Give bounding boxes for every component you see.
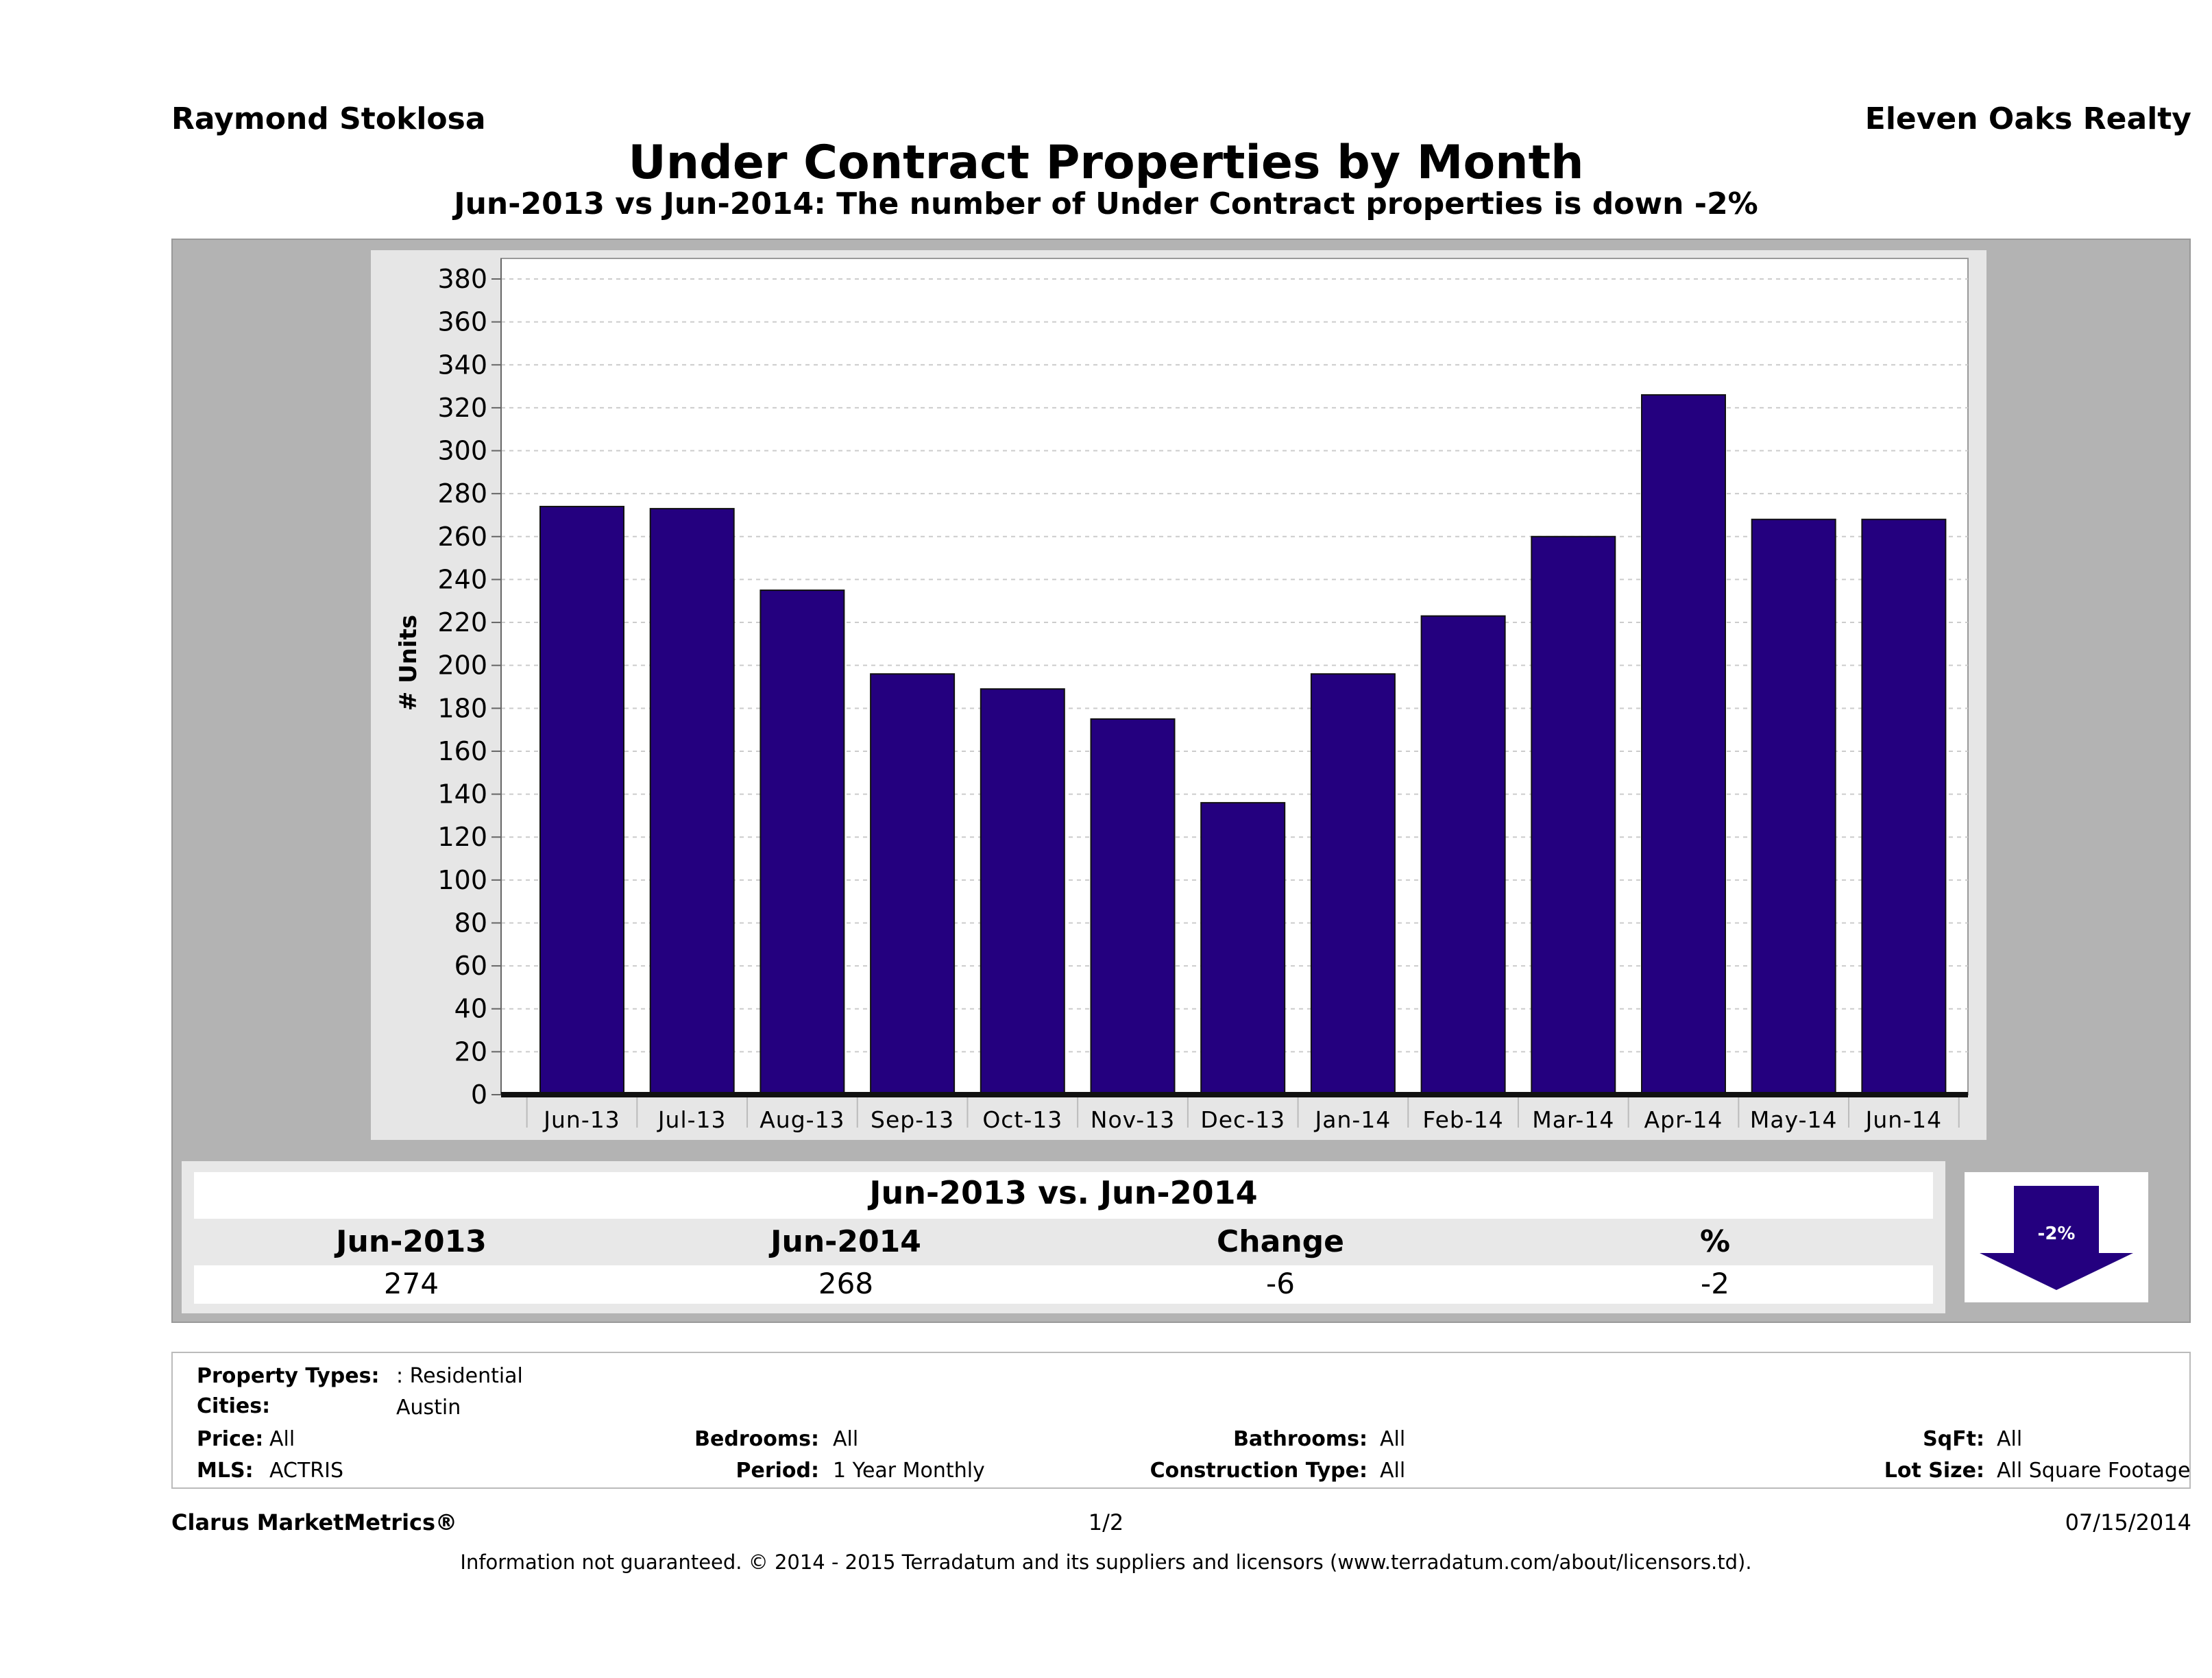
chart-area: 0 20 40 60 80 100 120 140 160 180 200 220 240 260 280 3… (371, 250, 1986, 1140)
bar (649, 508, 735, 1096)
period-label: Period: (736, 1459, 820, 1483)
y-tick-label: 140 (437, 779, 487, 810)
summary-header-percent: % (1699, 1224, 1731, 1259)
y-tick-label: 360 (437, 307, 487, 337)
y-tick-label: 20 (454, 1036, 487, 1067)
summary-value-percent: -2 (1701, 1267, 1729, 1300)
property-types-value: : Residential (396, 1364, 523, 1388)
summary-value-jun2014: 268 (818, 1267, 874, 1300)
page-number: 1/2 (1088, 1509, 1124, 1535)
lot-size-label: Lot Size: (1884, 1459, 1984, 1483)
bedrooms-value: All (833, 1427, 859, 1451)
bar (1090, 718, 1176, 1095)
summary-title-bar (194, 1172, 1933, 1219)
y-tick-label: 220 (437, 607, 487, 637)
bar (1310, 673, 1396, 1095)
y-tick-label: 0 (471, 1080, 487, 1110)
bar (1200, 802, 1286, 1096)
x-tick-label: Jan-14 (1314, 1106, 1391, 1133)
agent-name: Raymond Stoklosa (171, 101, 486, 136)
x-tick-label: Feb-14 (1422, 1106, 1503, 1133)
y-tick-label: 120 (437, 822, 487, 852)
summary-title: Jun-2013 vs. Jun-2014 (869, 1174, 1258, 1211)
y-tick-label: 40 (454, 994, 487, 1024)
summary-value-change: -6 (1266, 1267, 1295, 1300)
summary-header-jun2013: Jun-2013 (336, 1224, 487, 1259)
bar (980, 688, 1065, 1095)
footer-brand: Clarus MarketMetrics® (171, 1509, 458, 1535)
bar (1751, 518, 1836, 1096)
y-tick-label: 80 (454, 908, 487, 938)
y-tick-label: 260 (437, 522, 487, 552)
bedrooms-label: Bedrooms: (694, 1427, 819, 1451)
x-tick-label: May-14 (1750, 1106, 1838, 1133)
period-value: 1 Year Monthly (833, 1459, 985, 1483)
cities-value: Austin (396, 1396, 461, 1420)
construction-type-label: Construction Type: (1150, 1459, 1368, 1483)
lot-size-value: All Square Footage (1997, 1459, 2191, 1483)
bar (870, 673, 956, 1095)
x-tick-label: Aug-13 (759, 1106, 844, 1133)
y-tick-label: 240 (437, 564, 487, 594)
x-tick-label: Jul-13 (657, 1106, 727, 1133)
x-tick-label: Oct-13 (982, 1106, 1062, 1133)
disclaimer: Information not guaranteed. © 2014 - 201… (460, 1551, 1752, 1574)
x-tick-label: Mar-14 (1532, 1106, 1614, 1133)
property-types-label: Property Types: (197, 1364, 380, 1388)
x-tick-label: Sep-13 (871, 1106, 954, 1133)
sqft-value: All (1997, 1427, 2023, 1451)
x-tick-label: Nov-13 (1091, 1106, 1175, 1133)
chart-title: Under Contract Properties by Month (628, 136, 1584, 190)
bar (1531, 535, 1616, 1095)
x-tick-label: Jun-13 (542, 1106, 620, 1133)
bathrooms-label: Bathrooms: (1233, 1427, 1368, 1451)
filters-panel (171, 1352, 2191, 1489)
chart-subtitle: Jun-2013 vs Jun-2014: The number of Unde… (454, 186, 1758, 221)
x-tick-label: Jun-14 (1864, 1106, 1942, 1133)
report-date: 07/15/2014 (2065, 1509, 2191, 1535)
bar (539, 505, 624, 1095)
y-tick-label: 100 (437, 865, 487, 895)
badge-label: -2% (2038, 1224, 2076, 1244)
company-name: Eleven Oaks Realty (1864, 101, 2191, 136)
construction-type-value: All (1380, 1459, 1406, 1483)
y-tick-label: 340 (437, 350, 487, 380)
bar (1641, 394, 1726, 1095)
y-tick-label: 300 (437, 436, 487, 466)
summary-value-jun2013: 274 (383, 1267, 439, 1300)
price-value: All (269, 1427, 295, 1451)
x-tick-label: Apr-14 (1644, 1106, 1723, 1133)
y-axis-label: # Units (395, 615, 422, 711)
bar-chart: 0 20 40 60 80 100 120 140 160 180 200 220 240 260 280 3… (395, 258, 1969, 1133)
y-tick-label: 380 (437, 264, 487, 294)
bar (759, 589, 845, 1096)
down-arrow-icon: -2% (1980, 1186, 2133, 1290)
summary-values-bar (194, 1265, 1933, 1304)
bar (1420, 615, 1506, 1095)
bathrooms-value: All (1380, 1427, 1406, 1451)
mls-value: ACTRIS (269, 1459, 344, 1483)
price-label: Price: (197, 1427, 264, 1451)
x-tick-label: Dec-13 (1200, 1106, 1285, 1133)
y-tick-label: 180 (437, 693, 487, 723)
y-tick-label: 280 (437, 478, 487, 509)
sqft-label: SqFt: (1923, 1427, 1984, 1451)
y-tick-label: 60 (454, 951, 487, 981)
summary-header-change: Change (1217, 1224, 1344, 1259)
summary-header-jun2014: Jun-2014 (770, 1224, 921, 1259)
y-tick-label: 160 (437, 736, 487, 766)
y-tick-label: 200 (437, 650, 487, 681)
mls-label: MLS: (197, 1459, 254, 1483)
bar (1861, 518, 1947, 1096)
change-badge: -2% (1965, 1172, 2148, 1302)
y-tick-label: 320 (437, 393, 487, 423)
cities-label: Cities: (197, 1394, 271, 1418)
